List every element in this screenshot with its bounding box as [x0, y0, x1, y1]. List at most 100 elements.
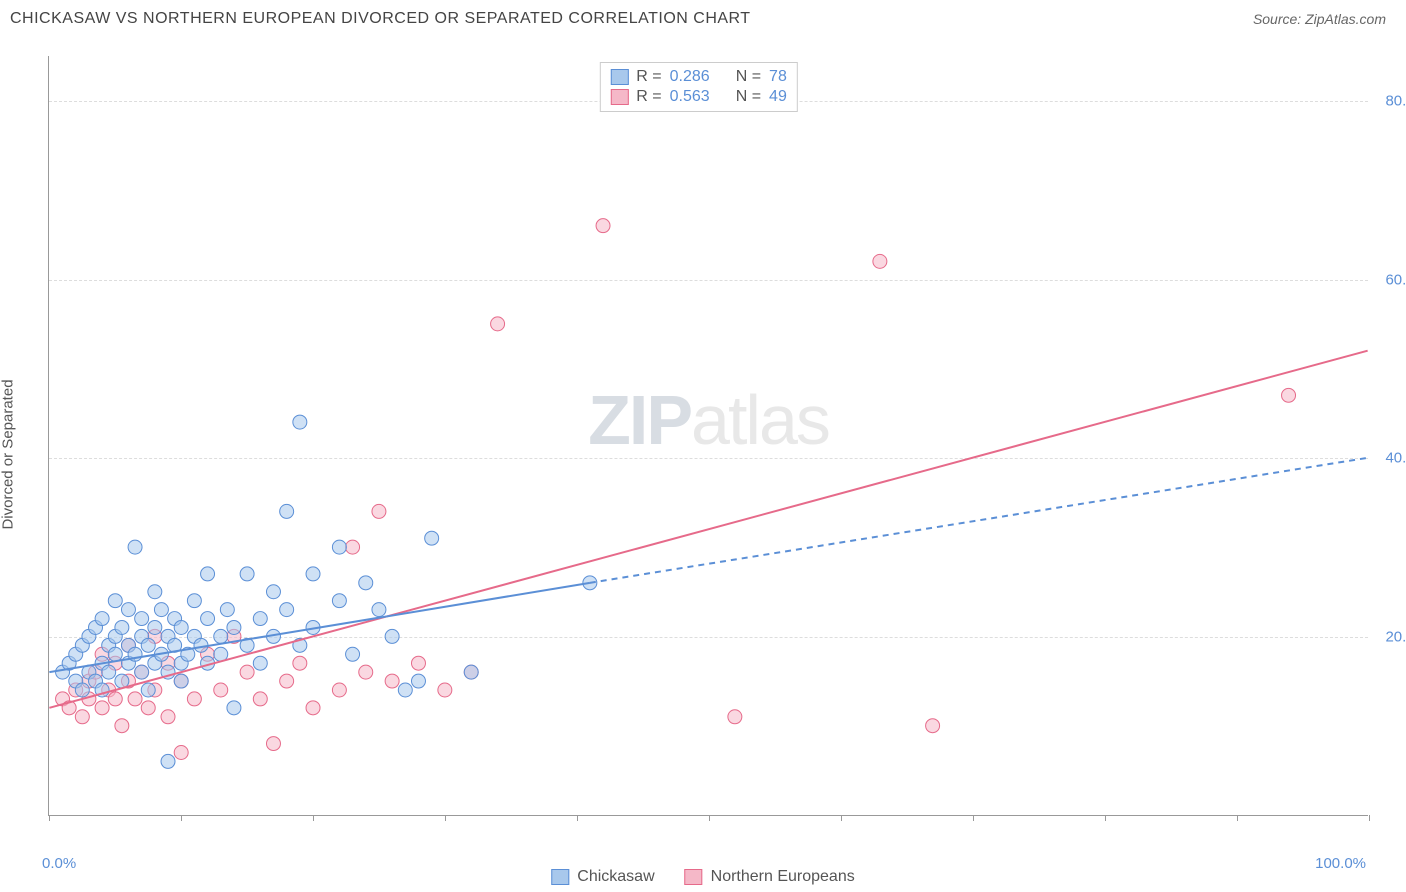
- data-point: [148, 585, 162, 599]
- data-point: [102, 665, 116, 679]
- chart-source: Source: ZipAtlas.com: [1253, 11, 1386, 27]
- y-tick-label: 20.0%: [1385, 629, 1406, 646]
- data-point: [174, 674, 188, 688]
- x-tick: [181, 815, 182, 821]
- data-point: [201, 567, 215, 581]
- data-point: [411, 656, 425, 670]
- data-point: [174, 620, 188, 634]
- x-tick: [577, 815, 578, 821]
- legend-row-b: R = 0.563 N = 49: [610, 87, 787, 107]
- x-tick: [973, 815, 974, 821]
- data-point: [95, 701, 109, 715]
- y-axis-label: Divorced or Separated: [0, 379, 17, 529]
- data-point: [214, 683, 228, 697]
- data-point: [596, 219, 610, 233]
- chart-title: CHICKASAW VS NORTHERN EUROPEAN DIVORCED …: [10, 10, 751, 28]
- data-point: [438, 683, 452, 697]
- swatch-series-b-bottom: [685, 869, 703, 885]
- data-point: [306, 567, 320, 581]
- x-tick: [313, 815, 314, 821]
- data-point: [227, 620, 241, 634]
- data-point: [253, 656, 267, 670]
- data-point: [253, 612, 267, 626]
- x-tick: [1369, 815, 1370, 821]
- x-axis-max-label: 100.0%: [1315, 855, 1366, 872]
- data-point: [253, 692, 267, 706]
- data-point: [359, 665, 373, 679]
- data-point: [359, 576, 373, 590]
- data-point: [385, 674, 399, 688]
- data-point: [115, 620, 129, 634]
- data-point: [148, 620, 162, 634]
- series-legend: Chickasaw Northern Europeans: [551, 868, 854, 886]
- chart-plot-area: ZIPatlas 20.0%40.0%60.0%80.0% R = 0.286 …: [48, 56, 1368, 816]
- data-point: [121, 603, 135, 617]
- scatter-svg: [49, 56, 1368, 815]
- data-point: [227, 701, 241, 715]
- data-point: [398, 683, 412, 697]
- x-tick: [709, 815, 710, 821]
- data-point: [332, 594, 346, 608]
- data-point: [411, 674, 425, 688]
- data-point: [135, 612, 149, 626]
- correlation-legend: R = 0.286 N = 78 R = 0.563 N = 49: [599, 62, 798, 112]
- data-point: [372, 603, 386, 617]
- data-point: [75, 710, 89, 724]
- data-point: [293, 656, 307, 670]
- data-point: [201, 612, 215, 626]
- trend-line: [590, 458, 1368, 583]
- data-point: [141, 701, 155, 715]
- data-point: [385, 629, 399, 643]
- data-point: [332, 683, 346, 697]
- data-point: [95, 612, 109, 626]
- data-point: [346, 647, 360, 661]
- x-tick: [49, 815, 50, 821]
- data-point: [266, 585, 280, 599]
- y-tick-label: 60.0%: [1385, 271, 1406, 288]
- data-point: [464, 665, 478, 679]
- data-point: [128, 692, 142, 706]
- data-point: [161, 710, 175, 724]
- data-point: [128, 540, 142, 554]
- legend-row-a: R = 0.286 N = 78: [610, 67, 787, 87]
- data-point: [174, 746, 188, 760]
- data-point: [372, 504, 386, 518]
- data-point: [280, 504, 294, 518]
- data-point: [1282, 388, 1296, 402]
- swatch-series-b: [610, 89, 628, 105]
- r-value-a: 0.286: [670, 68, 710, 86]
- data-point: [266, 737, 280, 751]
- data-point: [141, 683, 155, 697]
- trend-line: [49, 351, 1367, 708]
- data-point: [425, 531, 439, 545]
- data-point: [135, 665, 149, 679]
- data-point: [187, 594, 201, 608]
- r-value-b: 0.563: [670, 88, 710, 106]
- x-tick: [445, 815, 446, 821]
- y-tick-label: 40.0%: [1385, 450, 1406, 467]
- data-point: [280, 603, 294, 617]
- data-point: [491, 317, 505, 331]
- data-point: [728, 710, 742, 724]
- data-point: [161, 754, 175, 768]
- data-point: [293, 415, 307, 429]
- data-point: [75, 683, 89, 697]
- data-point: [214, 629, 228, 643]
- n-value-b: 49: [769, 88, 787, 106]
- data-point: [240, 567, 254, 581]
- data-point: [240, 665, 254, 679]
- data-point: [187, 692, 201, 706]
- data-point: [141, 638, 155, 652]
- swatch-series-a: [610, 69, 628, 85]
- n-value-a: 78: [769, 68, 787, 86]
- data-point: [306, 701, 320, 715]
- x-axis-min-label: 0.0%: [42, 855, 76, 872]
- data-point: [220, 603, 234, 617]
- data-point: [108, 647, 122, 661]
- data-point: [332, 540, 346, 554]
- x-tick: [841, 815, 842, 821]
- data-point: [926, 719, 940, 733]
- x-tick: [1237, 815, 1238, 821]
- legend-item-a: Chickasaw: [551, 868, 654, 886]
- data-point: [108, 692, 122, 706]
